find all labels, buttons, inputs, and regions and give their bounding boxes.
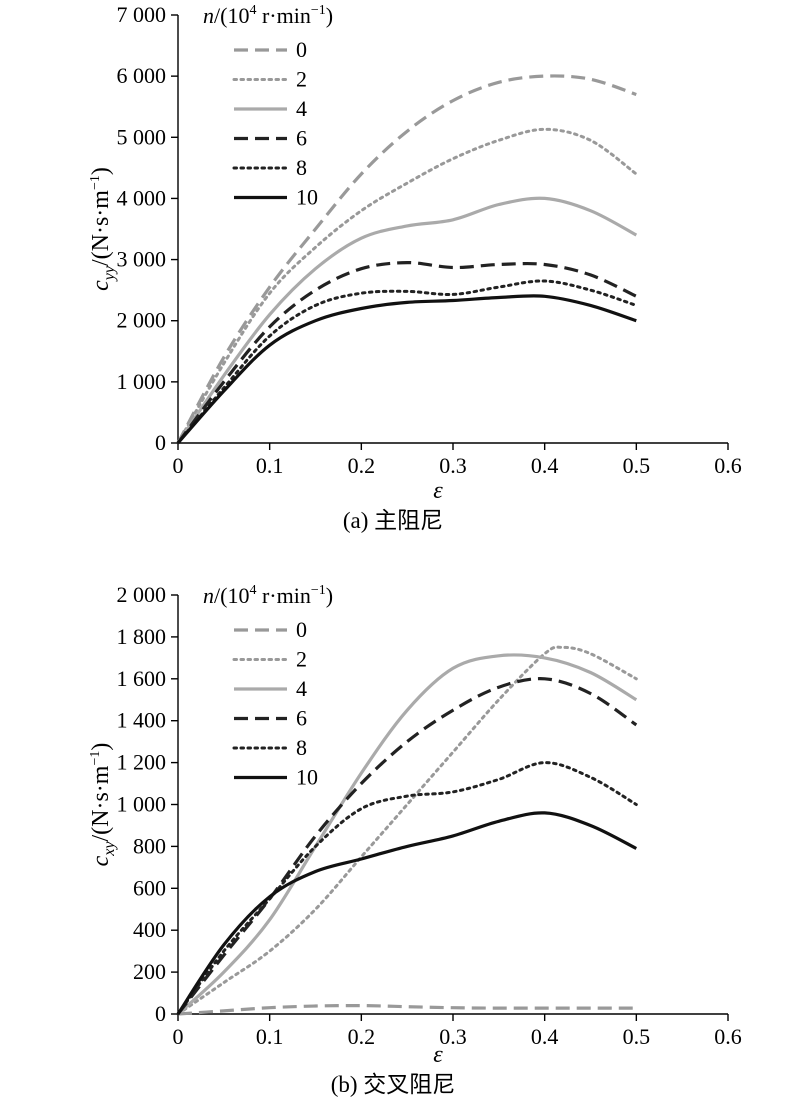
- series-line-10: [176, 294, 637, 445]
- x-tick-label: 0.2: [348, 1024, 376, 1049]
- y-tick-label: 1 600: [117, 666, 167, 691]
- series-line-4: [176, 196, 638, 444]
- series-line-0: [176, 74, 637, 444]
- series-line-2: [176, 645, 638, 1016]
- y-tick-label: 2 000: [117, 308, 167, 333]
- x-tick-label: 0.6: [714, 1024, 742, 1049]
- x-tick-label: 0.1: [256, 453, 284, 478]
- legend-label-10: 10: [296, 185, 318, 210]
- legend-label-0: 0: [296, 37, 307, 62]
- y-tick-label: 600: [133, 875, 166, 900]
- series-line-6: [176, 260, 637, 444]
- y-tick-label: 1 800: [117, 624, 167, 649]
- panel-caption: (b) 交叉阻尼: [331, 1072, 456, 1097]
- panel-caption: (a) 主阻尼: [343, 508, 443, 533]
- y-tick-label: 800: [133, 833, 166, 858]
- legend-label-6: 6: [296, 126, 307, 151]
- legend-label-0: 0: [296, 617, 307, 642]
- legend-label-2: 2: [296, 647, 307, 672]
- y-axis-label: cyy/(N·s·m−1): [88, 167, 118, 291]
- legend-label-8: 8: [296, 155, 307, 180]
- x-tick-label: 0.3: [439, 453, 467, 478]
- x-tick-label: 0.5: [623, 1024, 651, 1049]
- y-tick-label: 400: [133, 917, 166, 942]
- legend-label-4: 4: [296, 676, 307, 701]
- series-line-4: [176, 653, 638, 1016]
- series-line-6: [176, 677, 638, 1015]
- x-tick-label: 0.4: [531, 453, 559, 478]
- x-tick-label: 0.4: [531, 1024, 559, 1049]
- legend-label-8: 8: [296, 735, 307, 760]
- y-tick-label: 200: [133, 959, 166, 984]
- x-tick-label: 0.5: [623, 453, 651, 478]
- legend-label-4: 4: [296, 96, 307, 121]
- legend-title: n/(104 r·min−1): [203, 3, 333, 28]
- y-tick-label: 3 000: [117, 247, 167, 272]
- x-tick-label: 0: [173, 453, 184, 478]
- y-tick-label: 6 000: [117, 63, 167, 88]
- y-tick-label: 0: [155, 1001, 166, 1026]
- y-tick-label: 1 000: [117, 369, 167, 394]
- y-tick-label: 2 000: [117, 582, 167, 607]
- x-tick-label: 0: [173, 1024, 184, 1049]
- y-axis-label: cxy/(N·s·m−1): [88, 743, 118, 867]
- series-line-8: [176, 279, 638, 445]
- x-tick-label: 0.3: [439, 1024, 467, 1049]
- legend-label-10: 10: [296, 765, 318, 790]
- x-tick-label: 0.6: [714, 453, 742, 478]
- x-axis-label: ε: [433, 1042, 443, 1068]
- panel-a: 0 1 000 2 000 3 000 4 000 5 000 6 000 7 000 0 0.1…: [88, 2, 742, 533]
- y-tick-label: 1 400: [117, 708, 167, 733]
- series-line-2: [176, 127, 638, 445]
- y-tick-label: 5 000: [117, 124, 167, 149]
- series-line-8: [176, 761, 638, 1016]
- y-tick-label: 7 000: [117, 2, 167, 27]
- series-line-10: [176, 811, 638, 1015]
- series-line-0: [177, 1003, 637, 1016]
- y-tick-label: 1 000: [117, 792, 167, 817]
- x-axis-label: ε: [433, 478, 443, 504]
- y-tick-label: 1 200: [117, 750, 167, 775]
- legend-title: n/(104 r·min−1): [203, 583, 333, 608]
- legend-label-6: 6: [296, 706, 307, 731]
- y-tick-label: 4 000: [117, 185, 167, 210]
- x-tick-label: 0.2: [348, 453, 376, 478]
- legend-label-2: 2: [296, 67, 307, 92]
- y-tick-label: 0: [155, 430, 166, 455]
- x-tick-label: 0.1: [256, 1024, 284, 1049]
